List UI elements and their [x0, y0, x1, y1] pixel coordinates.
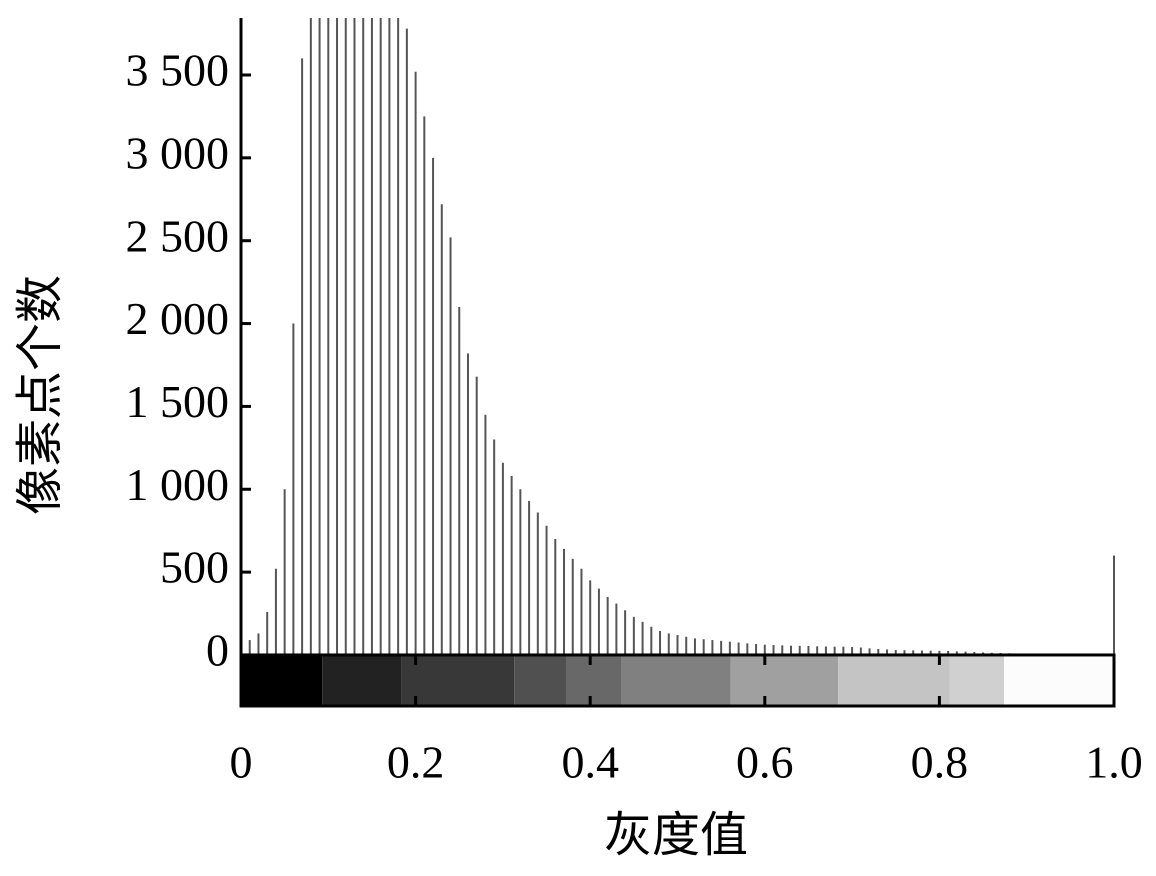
- colorbar-segment: [514, 654, 567, 706]
- colorbar-segment: [241, 654, 323, 706]
- x-tick-label: 0.8: [911, 737, 969, 788]
- y-tick-label: 2 000: [126, 293, 230, 344]
- colorbar-segment: [621, 654, 731, 706]
- y-tick-label: 2 500: [126, 210, 230, 261]
- y-tick-label: 1 500: [126, 376, 230, 427]
- x-tick-label: 0: [230, 737, 253, 788]
- colorbar: [239, 653, 1116, 708]
- x-tick-label: 0.6: [736, 737, 794, 788]
- x-tick-label: 0.2: [387, 737, 445, 788]
- y-axis-label: 像素点个数: [14, 275, 67, 515]
- colorbar-segment: [838, 654, 950, 706]
- y-tick-label: 0: [206, 625, 229, 676]
- x-axis-label: 灰度值: [604, 809, 748, 862]
- colorbar-segment: [322, 654, 402, 706]
- y-tick-label: 3 000: [126, 127, 230, 178]
- colorbar-segment: [566, 654, 622, 706]
- y-tick-label: 3 500: [126, 45, 230, 96]
- colorbar-segment: [401, 654, 515, 706]
- y-tick-label: 500: [160, 542, 229, 593]
- plot-area: [241, 18, 1115, 655]
- axes: 0 500 1 000 1 500 2 000 2 500 3 000 3 500 0 0.2 0.…: [126, 18, 1143, 788]
- colorbar-segment: [949, 654, 1005, 706]
- colorbar-segment: [730, 654, 839, 706]
- x-tick-label: 0.4: [561, 737, 619, 788]
- y-tick-label: 1 000: [126, 459, 230, 510]
- colorbar-segment: [1004, 654, 1114, 706]
- x-tick-label: 1.0: [1085, 737, 1143, 788]
